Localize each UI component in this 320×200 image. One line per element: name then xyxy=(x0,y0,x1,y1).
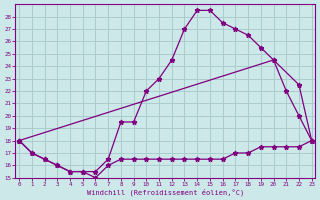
X-axis label: Windchill (Refroidissement éolien,°C): Windchill (Refroidissement éolien,°C) xyxy=(87,188,244,196)
